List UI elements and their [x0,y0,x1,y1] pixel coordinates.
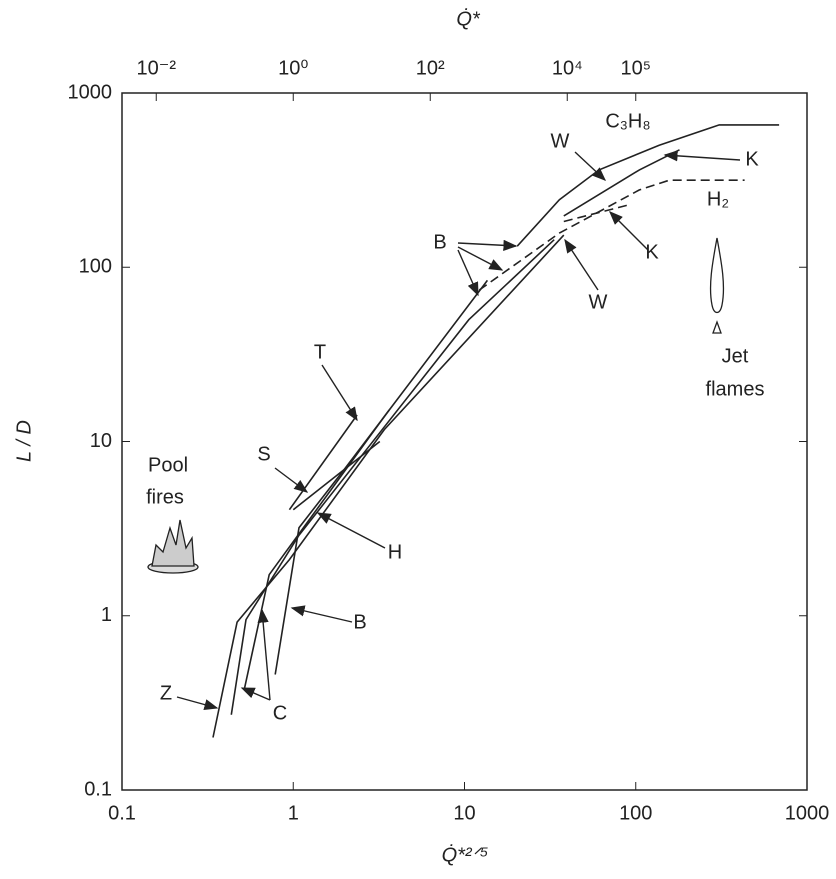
x2-tick-label: 10⁵ [620,57,651,79]
correlation-line [478,179,745,291]
x-axis-label: Q̇*²ᐟ⁵ [442,844,489,866]
jet-flame-icon [709,237,725,334]
correlation-line [563,149,680,217]
correlation-line [230,239,555,715]
x-tick-label: 100 [619,802,652,824]
annotation: W [551,130,570,152]
annotation: H₂ [707,188,729,210]
x-tick-label: 10 [453,802,475,824]
correlation-line [288,414,358,511]
x2-axis-label: Q̇* [456,8,481,30]
annotation: W [589,291,608,313]
y-tick-label: 10 [90,430,112,452]
y-tick-label: 1 [101,604,112,626]
annotation: Jet [722,345,749,367]
annotation: B [353,611,366,633]
y-tick-label: 100 [79,256,112,278]
x2-tick-label: 10⁻² [137,57,177,79]
annotation: H [388,541,402,563]
y-tick-label: 1000 [68,81,113,103]
annotation: flames [706,378,765,400]
correlation-line [563,204,629,223]
annotation: T [314,341,326,363]
correlation-line [516,124,780,247]
x-tick-label: 1000 [785,802,830,824]
x-tick-label: 1 [288,802,299,824]
annotation: Pool [148,454,188,476]
pool-fire-icon [147,519,199,574]
plot-frame [121,92,808,791]
correlation-line [274,279,489,675]
annotation: Z [160,682,172,704]
annotation: C₃H₈ [605,110,650,132]
x2-tick-label: 10⁴ [552,57,583,79]
x2-tick-label: 10² [416,57,445,79]
correlation-line [212,234,565,738]
annotation: K [645,241,659,263]
x2-tick-label: 10⁰ [278,57,308,79]
annotation: fires [146,486,184,508]
x-tick-label: 0.1 [108,802,136,824]
annotation: B [433,231,446,253]
annotation: K [745,148,759,170]
y-tick-label: 0.1 [84,778,112,800]
y-axis-label: L / D [13,420,35,462]
annotation: S [257,443,270,465]
correlation-line [292,440,381,511]
annotation: C [273,702,287,724]
annotation-arrows [176,150,741,711]
